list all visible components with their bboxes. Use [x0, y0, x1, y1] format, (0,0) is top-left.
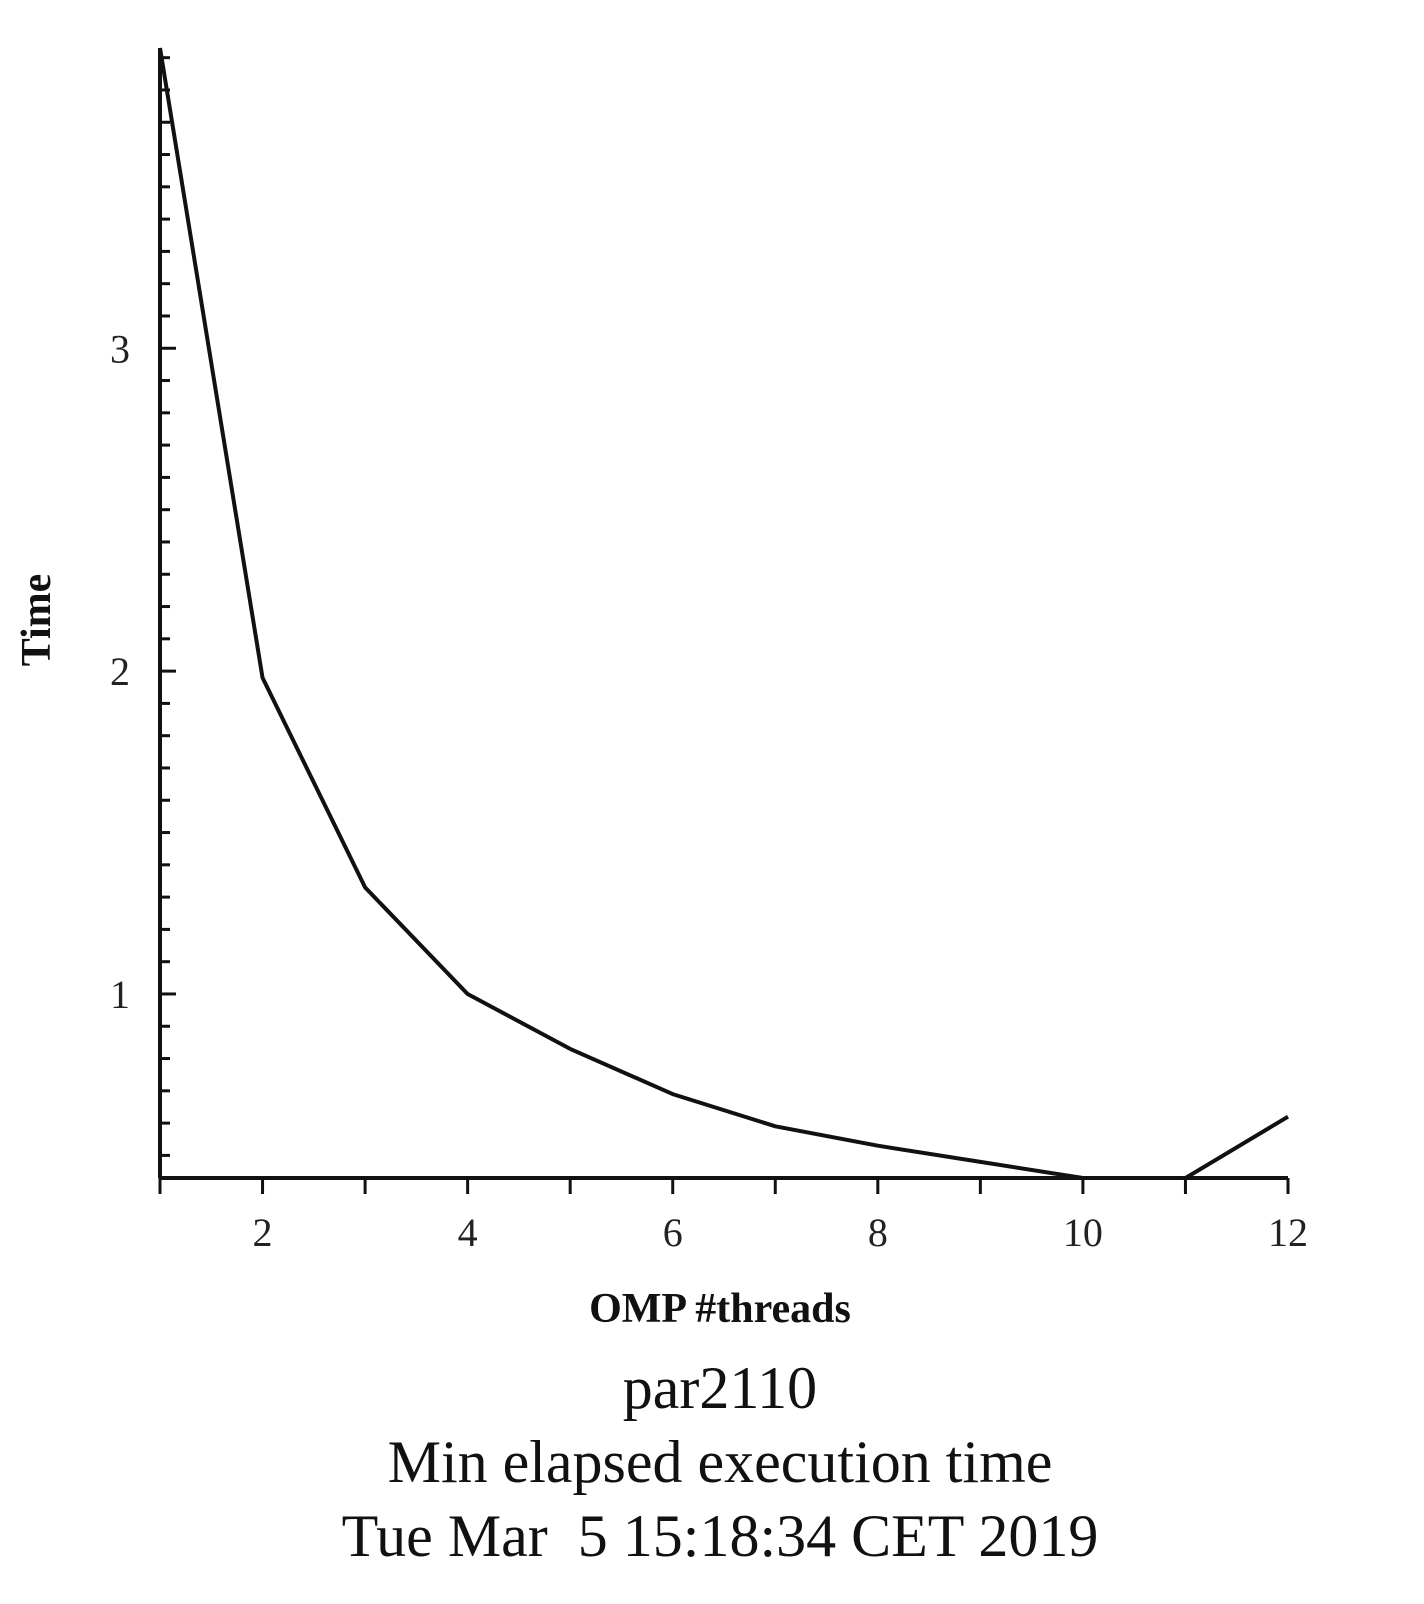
data-point: [775, 1126, 776, 1127]
x-axis: 2 4 6 8 10 12: [158, 1176, 1308, 1255]
chart-description-caption: Min elapsed execution time: [388, 1429, 1053, 1495]
data-point: [262, 677, 263, 678]
series-line: [158, 47, 1290, 1180]
data-point: [877, 1145, 878, 1146]
x-tick-label: 4: [458, 1210, 478, 1255]
data-point: [467, 993, 468, 994]
data-point: [1185, 1178, 1186, 1179]
y-tick-label: 3: [110, 326, 130, 371]
x-axis-title: OMP #threads: [589, 1286, 851, 1332]
y-axis-title: Time: [14, 574, 60, 667]
data-point: [672, 1094, 673, 1095]
data-point: [1082, 1178, 1083, 1179]
y-axis: 1 2 3: [110, 48, 176, 1178]
x-tick-label: 12: [1268, 1210, 1308, 1255]
series-layer: [158, 47, 1290, 1180]
x-tick-label: 6: [663, 1210, 683, 1255]
x-tick-label: 8: [868, 1210, 888, 1255]
y-tick-label: 2: [110, 649, 130, 694]
data-point: [160, 48, 161, 49]
x-tick-label: 2: [253, 1210, 273, 1255]
chart-timestamp-caption: Tue Mar 5 15:18:34 CET 2019: [342, 1503, 1099, 1569]
data-point: [980, 1161, 981, 1162]
chart-name-caption: par2110: [623, 1355, 817, 1421]
data-point: [570, 1048, 571, 1049]
x-tick-label: 10: [1063, 1210, 1103, 1255]
y-tick-label: 1: [110, 972, 130, 1017]
data-point: [1288, 1116, 1289, 1117]
data-point: [365, 887, 366, 888]
